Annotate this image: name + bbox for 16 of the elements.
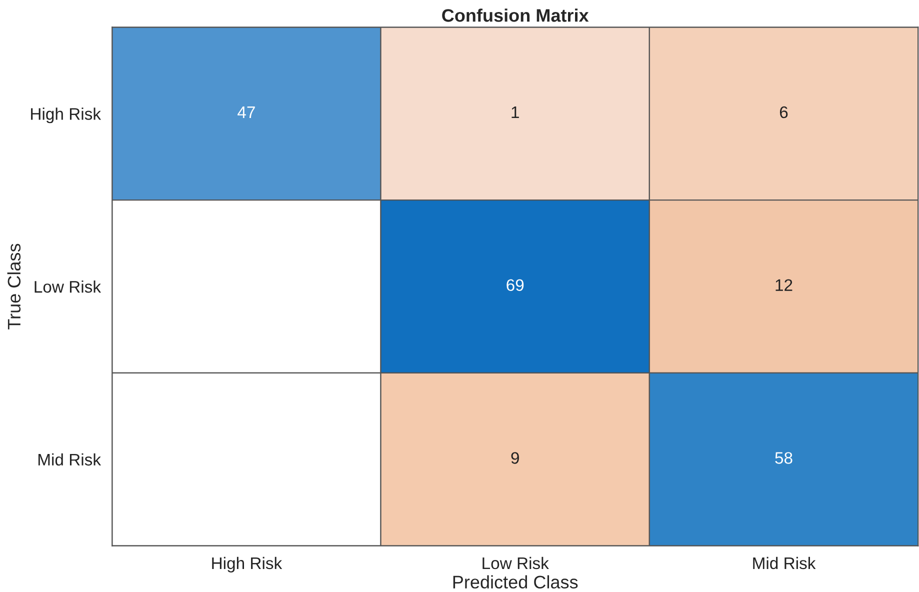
chart-title: Confusion Matrix bbox=[442, 8, 589, 22]
y-tick-label: Low Risk bbox=[34, 280, 102, 293]
data-label: 1 bbox=[512, 106, 519, 118]
data-label: 6 bbox=[780, 106, 788, 118]
data-label: 9 bbox=[511, 452, 519, 464]
x-tick-label: Low Risk bbox=[482, 556, 549, 570]
x-tick-label: Mid Risk bbox=[753, 556, 816, 570]
data-label: 69 bbox=[506, 279, 524, 291]
x-axis-title: Predicted Class bbox=[453, 575, 578, 589]
y-tick-label: Mid Risk bbox=[38, 453, 102, 466]
y-axis-title: True Class bbox=[7, 244, 21, 330]
data-label: 58 bbox=[775, 452, 792, 464]
data-label: 12 bbox=[776, 279, 792, 291]
data-label: 47 bbox=[238, 106, 255, 118]
x-tick-label: High Risk bbox=[212, 556, 282, 572]
y-tick-label: High Risk bbox=[31, 108, 102, 124]
